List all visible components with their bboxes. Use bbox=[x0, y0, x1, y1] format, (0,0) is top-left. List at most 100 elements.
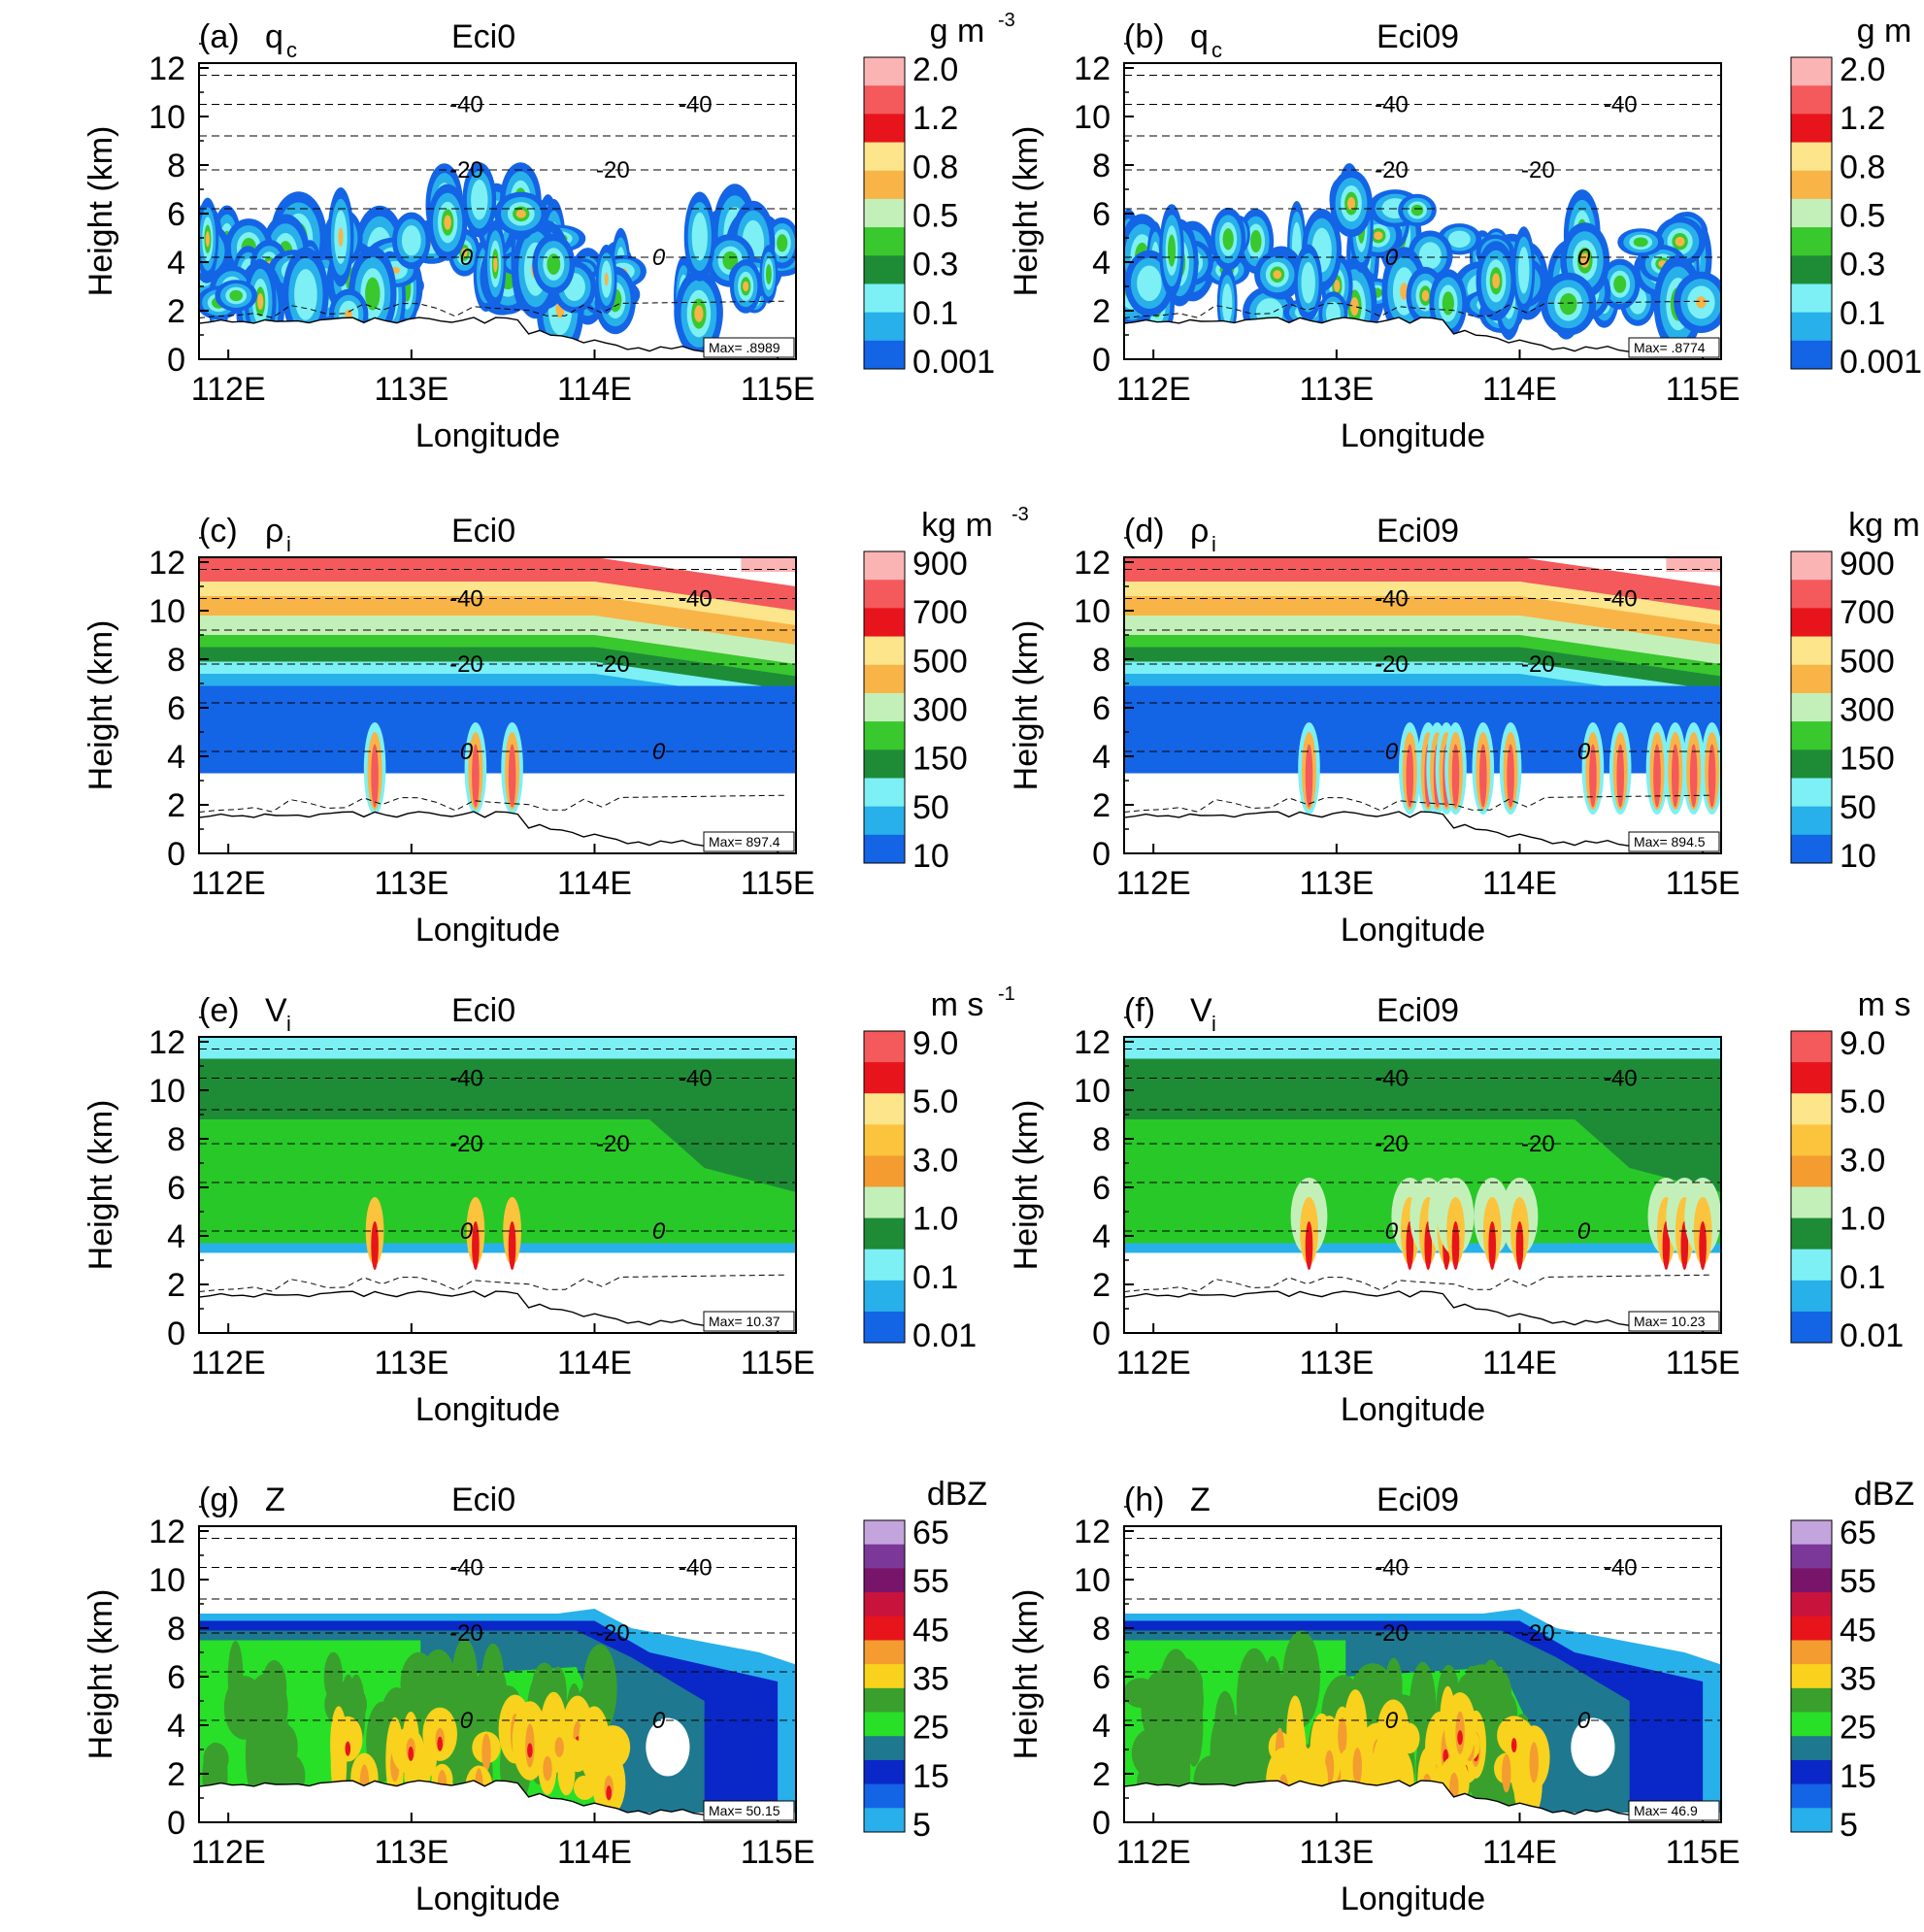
colorbar-g: 65 55 45 35 25 15 5 dBZ bbox=[863, 1476, 987, 1844]
colorbar-label: 5 bbox=[1840, 1807, 1858, 1844]
x-tick-label: 112E bbox=[191, 1345, 266, 1382]
colorbar-label: 300 bbox=[1840, 692, 1895, 729]
colorbar-swatch bbox=[1791, 227, 1832, 256]
variable-subscript: c bbox=[286, 38, 297, 62]
colorbar-swatch bbox=[864, 749, 905, 779]
colorbar-label: 0.1 bbox=[912, 295, 958, 332]
colorbar-swatch bbox=[1791, 57, 1832, 86]
colorbar-a: 2.0 1.2 0.8 0.5 0.3 0.1 0.001 g m -3 bbox=[863, 10, 1015, 381]
isotherm-label: -20 bbox=[1375, 1620, 1409, 1647]
max-value: Max= 50.15 bbox=[709, 1803, 780, 1818]
colorbar-label: 45 bbox=[912, 1612, 949, 1649]
x-axis-label: Longitude bbox=[415, 912, 560, 949]
z-blob-40 bbox=[554, 1737, 564, 1757]
colorbar-label: 0.3 bbox=[1840, 247, 1885, 283]
panel-e: -40 -40 -20 -20 0 0 0 2 4 6 8 10 12 112E 113E 114E 115E L… bbox=[83, 992, 815, 1428]
colorbar-label: 0.8 bbox=[1840, 149, 1885, 185]
rho-spike-core bbox=[371, 744, 379, 808]
z-blob-dark bbox=[1158, 1649, 1194, 1741]
x-tick-label: 114E bbox=[557, 865, 632, 902]
colorbar-swatch bbox=[1791, 170, 1832, 200]
variable-symbol: Z bbox=[1190, 1482, 1211, 1518]
terrain-mask bbox=[1124, 1291, 1721, 1333]
panel-d: -40 -40 -20 -20 0 0 0 2 4 6 8 10 12 112E 113E 114E 115E L… bbox=[1008, 513, 1741, 949]
x-tick-label: 113E bbox=[1299, 865, 1374, 902]
colorbar-label: 500 bbox=[1840, 643, 1895, 680]
rho-spike-core bbox=[508, 744, 516, 808]
y-tick-label: 6 bbox=[1092, 1659, 1111, 1696]
colorbar-swatch bbox=[864, 551, 905, 581]
x-tick-label: 114E bbox=[1482, 1345, 1557, 1382]
z-blob-dark bbox=[1264, 1655, 1281, 1709]
x-tick-label: 115E bbox=[1666, 865, 1741, 902]
y-axis-label: Height (km) bbox=[1008, 126, 1045, 297]
cloud-blob-peak bbox=[1675, 236, 1685, 247]
y-tick-label: 2 bbox=[167, 1756, 185, 1793]
z-hole bbox=[1571, 1717, 1615, 1777]
colorbar-label: 5.0 bbox=[912, 1083, 958, 1120]
y-tick-label: 10 bbox=[149, 593, 185, 630]
colorbar-label: 0.01 bbox=[912, 1317, 977, 1354]
rho-band bbox=[1124, 647, 1721, 711]
terrain-line bbox=[1124, 316, 1718, 355]
colorbar-swatch bbox=[864, 608, 905, 638]
plot-frame bbox=[1123, 62, 1722, 360]
y-tick-label: 6 bbox=[167, 690, 185, 727]
colorbar-label: 1.0 bbox=[912, 1201, 958, 1238]
y-tick-label: 12 bbox=[1074, 1024, 1111, 1061]
y-tick-label: 4 bbox=[1092, 1218, 1111, 1255]
rho-band bbox=[1124, 661, 1721, 722]
colorbar-swatch bbox=[864, 692, 905, 722]
plot-area: -40 -40 -20 -20 0 0 bbox=[1124, 1037, 1721, 1333]
colorbar-swatch bbox=[1791, 636, 1832, 666]
max-box-frame bbox=[1628, 1311, 1720, 1332]
cloud-blob-peak bbox=[1696, 296, 1707, 309]
rho-band bbox=[199, 647, 796, 711]
x-tick-label: 114E bbox=[1482, 865, 1557, 902]
z-blob-35 bbox=[333, 1715, 363, 1762]
freezing-contour bbox=[199, 1274, 785, 1292]
y-axis-label: Height (km) bbox=[1008, 1589, 1045, 1760]
z-blob-35 bbox=[574, 1775, 596, 1800]
rho-spike-core bbox=[1406, 744, 1414, 808]
plot-frame bbox=[198, 62, 797, 360]
vi-band bbox=[199, 1037, 796, 1059]
colorbar-swatch bbox=[1791, 1217, 1832, 1250]
cloud-blob-peak bbox=[1273, 270, 1282, 280]
cloud-blob-peak bbox=[493, 255, 498, 273]
colorbar-frame bbox=[863, 56, 906, 370]
colorbar-swatch bbox=[864, 1031, 905, 1063]
x-axis-label: Longitude bbox=[1341, 1391, 1485, 1428]
colorbar-unit: kg m bbox=[1848, 507, 1920, 544]
y-tick-label: 2 bbox=[1092, 787, 1111, 824]
isotherm-label: -40 bbox=[1604, 92, 1638, 118]
cloud-blob bbox=[1448, 230, 1471, 248]
colorbar-swatch bbox=[864, 778, 905, 808]
rho-band bbox=[199, 596, 796, 664]
y-tick-label: 0 bbox=[167, 836, 185, 873]
cloud-blob-peak bbox=[461, 248, 468, 257]
cloud-blob bbox=[294, 269, 317, 320]
y-tick-label: 6 bbox=[1092, 196, 1111, 233]
panel-a: -40 -40 -20 -20 0 0 0 2 4 6 8 10 12 112E 113E 114E 115E L… bbox=[83, 18, 815, 454]
colorbar-swatch bbox=[864, 1311, 905, 1344]
y-tick-label: 0 bbox=[167, 1805, 185, 1842]
isotherm-label: -20 bbox=[449, 1131, 483, 1157]
terrain-line bbox=[1124, 1780, 1718, 1818]
rho-band bbox=[199, 582, 796, 645]
cloud-blob-peak bbox=[1346, 197, 1356, 211]
plot-frame bbox=[198, 1525, 797, 1823]
isotherm-label: 0 bbox=[460, 245, 474, 271]
y-tick-label: 12 bbox=[149, 545, 185, 582]
cloud-blob-core bbox=[1613, 275, 1627, 293]
z-blob-45 bbox=[527, 1743, 533, 1758]
vi-spike-core bbox=[472, 1221, 480, 1270]
colorbar-swatch bbox=[1791, 551, 1832, 581]
colorbar-swatch bbox=[1791, 834, 1832, 864]
colorbar-label: 25 bbox=[1840, 1710, 1876, 1747]
colorbar-swatch bbox=[864, 1062, 905, 1094]
colorbar-frame bbox=[863, 1030, 906, 1344]
experiment-label: Eci0 bbox=[451, 513, 515, 550]
x-tick-label: 114E bbox=[1482, 371, 1557, 408]
